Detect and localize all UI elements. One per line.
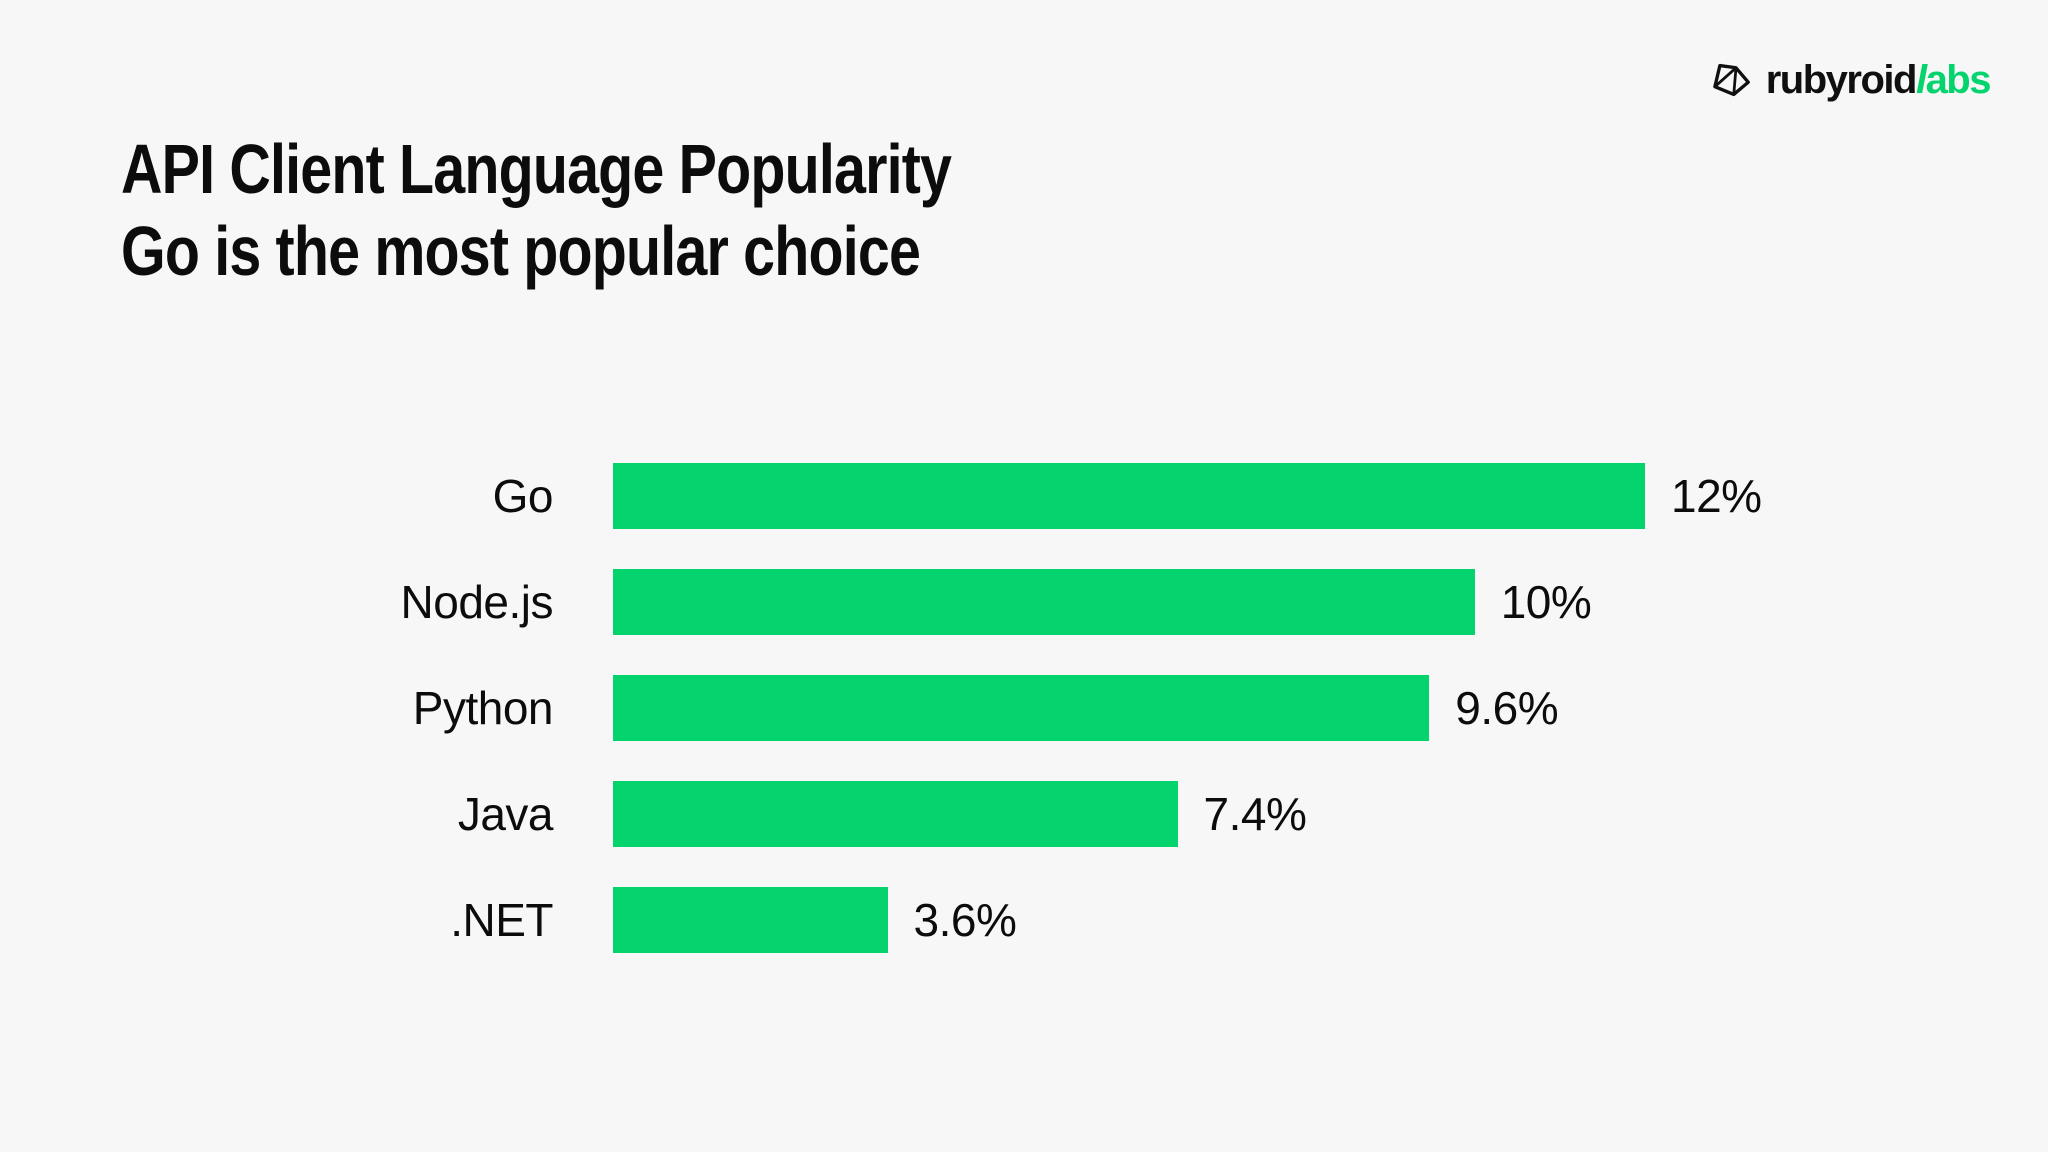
bar-track: 12% xyxy=(613,463,1762,529)
chart-title-line2: Go is the most popular choice xyxy=(121,212,921,290)
bar-chart: Go 12% Node.js 10% Python 9.6% Java 7.4% .NET 3.6… xyxy=(120,463,1762,953)
value-label: 9.6% xyxy=(1455,682,1559,734)
chart-title-line1: API Client Language Popularity xyxy=(121,130,952,208)
brand-wordmark: rubyroidlabs xyxy=(1765,58,1992,102)
bar xyxy=(613,781,1178,847)
bar xyxy=(613,569,1475,635)
category-label: Go xyxy=(492,470,554,522)
chart-row: Python 9.6% xyxy=(120,675,1645,741)
bar-track: 7.4% xyxy=(613,781,1645,847)
bar xyxy=(613,675,1430,741)
bar-track: 9.6% xyxy=(613,675,1645,741)
chart-row: Node.js 10% xyxy=(120,569,1645,635)
value-label: 12% xyxy=(1671,470,1762,522)
brand-logo: rubyroidlabs xyxy=(1706,52,1992,108)
chart-row: Java 7.4% xyxy=(120,781,1645,847)
value-label: 3.6% xyxy=(913,894,1017,946)
origami-gem-logo-icon xyxy=(1712,63,1750,97)
bar-track: 10% xyxy=(613,569,1645,635)
bar xyxy=(613,887,888,953)
category-label: Python xyxy=(412,682,554,734)
value-label: 10% xyxy=(1500,576,1592,628)
chart-title-block: API Client Language Popularity Go is the… xyxy=(121,128,952,292)
category-label: .NET xyxy=(450,894,553,946)
category-label: Java xyxy=(457,788,554,840)
brand-name-accent: labs xyxy=(1915,58,1992,102)
bar-track: 3.6% xyxy=(613,887,1645,953)
category-label: Node.js xyxy=(400,576,554,628)
chart-row: Go 12% xyxy=(120,463,1762,529)
brand-name-primary: rubyroid xyxy=(1765,58,1918,102)
chart-row: .NET 3.6% xyxy=(120,887,1645,953)
value-label: 7.4% xyxy=(1203,788,1307,840)
bar xyxy=(613,463,1645,529)
